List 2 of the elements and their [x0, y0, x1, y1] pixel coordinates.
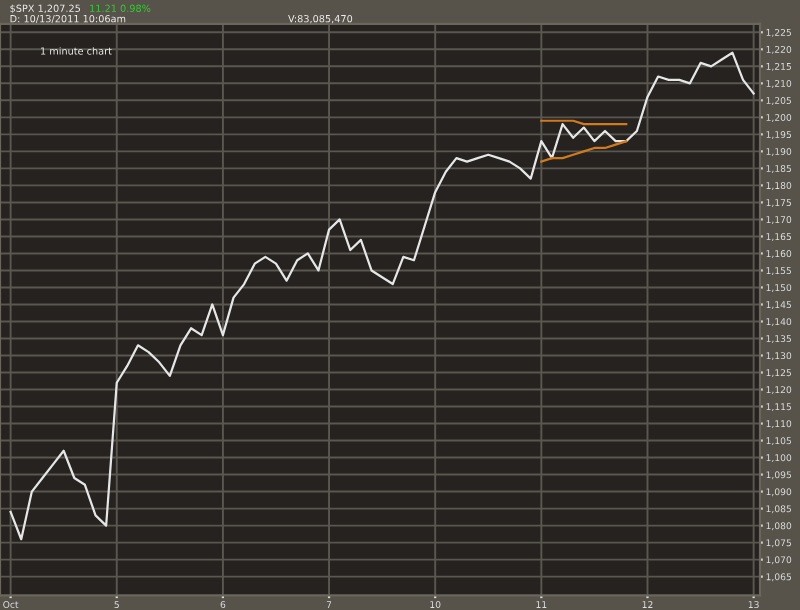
line-series [9, 51, 755, 541]
line-series [540, 140, 628, 163]
